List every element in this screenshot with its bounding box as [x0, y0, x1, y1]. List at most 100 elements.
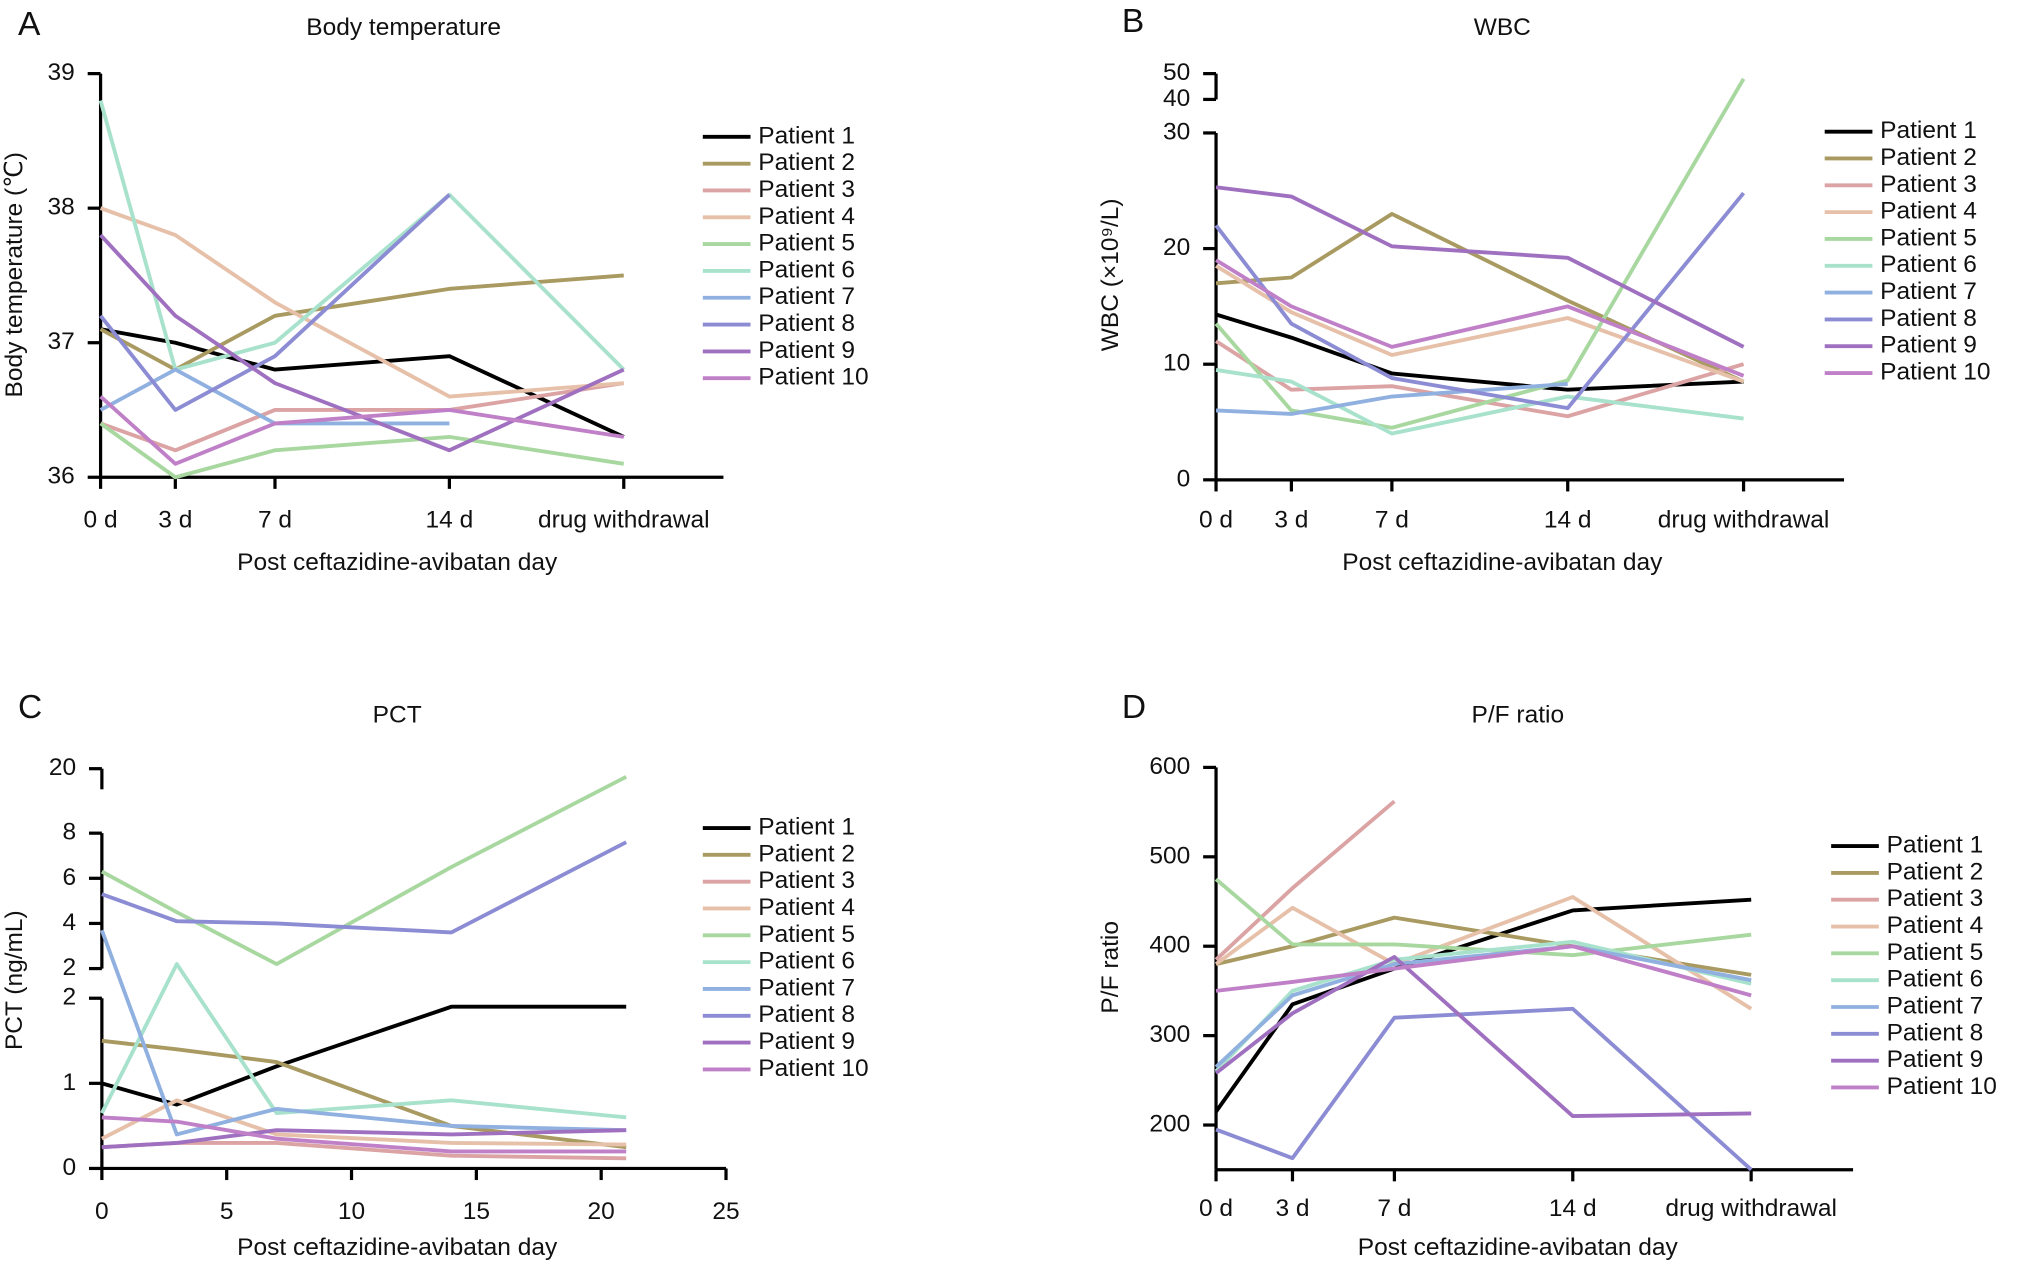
x-tick-label: 14 d	[426, 507, 474, 534]
series-line	[100, 775, 628, 966]
legend-label: Patient 3	[758, 176, 855, 203]
x-tick-label: 7 d	[258, 507, 292, 534]
y-tick-label: 500	[1149, 842, 1190, 869]
series-line	[101, 1004, 627, 1107]
legend-label: Patient 10	[758, 364, 868, 391]
series-line	[99, 206, 624, 399]
x-tick-label: 15	[463, 1198, 490, 1225]
series-line	[1214, 944, 1752, 1069]
chart-title: Body temperature	[306, 14, 501, 41]
legend-label: Patient 10	[758, 1055, 868, 1082]
legend-label: Patient 4	[758, 203, 855, 230]
series-line	[1215, 258, 1745, 378]
y-tick-label: 1	[62, 1069, 76, 1096]
series-line	[1214, 895, 1753, 1011]
legend-label: Patient 2	[1887, 858, 1984, 885]
legend-label: Patient 9	[758, 1028, 855, 1055]
x-tick-label: 0 d	[84, 507, 118, 534]
legend-label: Patient 6	[758, 948, 855, 975]
x-tick-label: 20	[588, 1198, 615, 1225]
legend-label: Patient 6	[1887, 966, 1984, 993]
y-axis-label: Body temperature (℃)	[1, 152, 28, 397]
legend-label: Patient 8	[758, 310, 855, 337]
series-line	[99, 395, 625, 466]
y-axis-label: PCT (ng/mL)	[1, 910, 28, 1050]
series-line	[99, 421, 625, 480]
series-line	[1215, 1006, 1753, 1172]
y-tick-label: 36	[48, 463, 75, 490]
series-line	[99, 233, 625, 453]
series-line	[99, 193, 451, 412]
x-axis-label: Post ceftazidine-avibatan day	[1342, 549, 1663, 576]
y-tick-label: 40	[1163, 85, 1190, 112]
y-tick-label: 0	[62, 1154, 76, 1181]
series-line	[1214, 77, 1746, 430]
legend-label: Patient 5	[758, 230, 855, 257]
chart-title: PCT	[373, 701, 422, 728]
legend-label: Patient 5	[758, 921, 855, 948]
legend-label: Patient 7	[758, 283, 855, 310]
y-tick-label: 20	[49, 754, 76, 781]
x-tick-label: drug withdrawal	[538, 507, 710, 534]
x-tick-label: 3 d	[1274, 507, 1308, 534]
legend-label: Patient 9	[1887, 1046, 1984, 1073]
x-tick-label: 3 d	[1275, 1195, 1309, 1222]
series-line	[1215, 381, 1568, 416]
legend-label: Patient 9	[1880, 332, 1977, 359]
legend-label: Patient 1	[1880, 117, 1977, 144]
legend-label: Patient 3	[1880, 171, 1977, 198]
x-tick-label: 14 d	[1544, 507, 1592, 534]
legend-label: Patient 4	[1880, 198, 1977, 225]
chart-title: WBC	[1474, 14, 1531, 41]
x-tick-label: 5	[220, 1198, 234, 1225]
x-tick-label: 0 d	[1199, 1195, 1233, 1222]
panel-label: C	[18, 689, 42, 726]
series-line	[1214, 191, 1746, 411]
x-tick-label: 25	[712, 1198, 739, 1225]
series-line	[98, 100, 626, 372]
series-line	[1215, 368, 1744, 436]
chart-title: P/F ratio	[1471, 701, 1564, 728]
x-tick-label: drug withdrawal	[1665, 1195, 1837, 1222]
legend-label: Patient 8	[1887, 1019, 1984, 1046]
x-tick-label: 14 d	[1549, 1195, 1597, 1222]
legend-label: Patient 8	[758, 1001, 855, 1028]
y-tick-label: 300	[1149, 1021, 1190, 1048]
series-line	[101, 1128, 627, 1150]
panel-label: A	[18, 6, 41, 43]
x-tick-label: drug withdrawal	[1658, 507, 1830, 534]
y-tick-label: 39	[48, 59, 75, 86]
y-tick-label: 8	[62, 819, 76, 846]
x-axis-label: Post ceftazidine-avibatan day	[237, 549, 558, 576]
legend-label: Patient 1	[1887, 832, 1984, 859]
series-line	[100, 962, 627, 1120]
y-tick-label: 38	[48, 194, 75, 221]
series-line	[1215, 312, 1744, 392]
x-axis-label: Post ceftazidine-avibatan day	[237, 1234, 558, 1261]
legend-label: Patient 1	[758, 813, 855, 840]
legend-label: Patient 5	[1887, 939, 1984, 966]
x-tick-label: 0 d	[1199, 507, 1233, 534]
x-tick-label: 0	[95, 1198, 109, 1225]
legend-label: Patient 7	[758, 974, 855, 1001]
y-tick-label: 200	[1149, 1111, 1190, 1138]
legend-label: Patient 9	[758, 337, 855, 364]
x-tick-label: 10	[338, 1198, 365, 1225]
y-axis-label: P/F ratio	[1097, 921, 1124, 1014]
series-line	[100, 929, 627, 1137]
legend-label: Patient 7	[1880, 278, 1977, 305]
panel-label: B	[1122, 3, 1144, 40]
legend-label: Patient 8	[1880, 305, 1977, 332]
y-tick-label: 600	[1149, 753, 1190, 780]
series-line	[99, 367, 450, 426]
legend-label: Patient 4	[758, 894, 855, 921]
y-tick-label: 10	[1163, 350, 1190, 377]
series-line	[100, 1098, 627, 1147]
y-tick-label: 4	[62, 909, 76, 936]
series-line	[1214, 877, 1752, 958]
series-line	[101, 1115, 627, 1154]
x-tick-label: 7 d	[1375, 507, 1409, 534]
series-line	[99, 273, 624, 372]
